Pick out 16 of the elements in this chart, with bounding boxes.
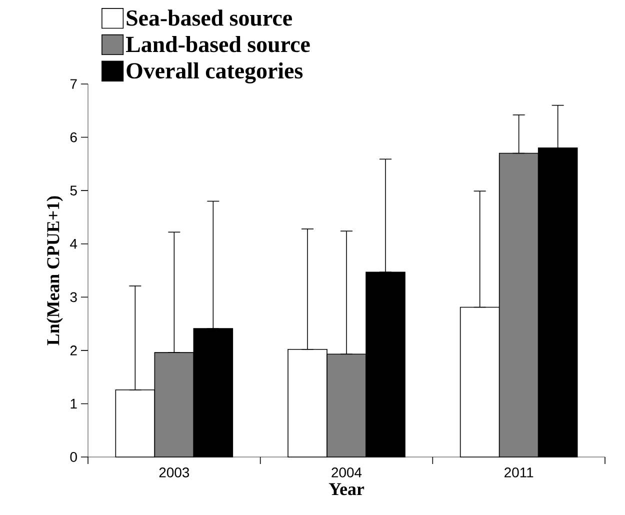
- y-tick-label: 4: [70, 239, 78, 249]
- x-axis-title: Year: [328, 483, 364, 496]
- y-tick-label: 7: [70, 79, 77, 89]
- y-tick-label: 0: [70, 452, 77, 462]
- legend-label: Overall categories: [126, 62, 303, 84]
- x-tick-label: 2003: [159, 468, 190, 478]
- x-tick-label: 2004: [332, 468, 362, 478]
- y-tick-label: 3: [70, 292, 77, 302]
- y-tick-label: 2: [70, 346, 77, 356]
- y-tick-label: 6: [70, 132, 77, 142]
- y-axis-title: Ln(Mean CPUE+1): [46, 196, 63, 346]
- y-tick-label: 1: [70, 398, 77, 409]
- legend-label: Sea-based source: [126, 10, 292, 26]
- y-tick-label: 5: [70, 186, 77, 196]
- legend-label: Land-based source: [126, 36, 310, 52]
- x-tick-label: 2011: [504, 468, 534, 478]
